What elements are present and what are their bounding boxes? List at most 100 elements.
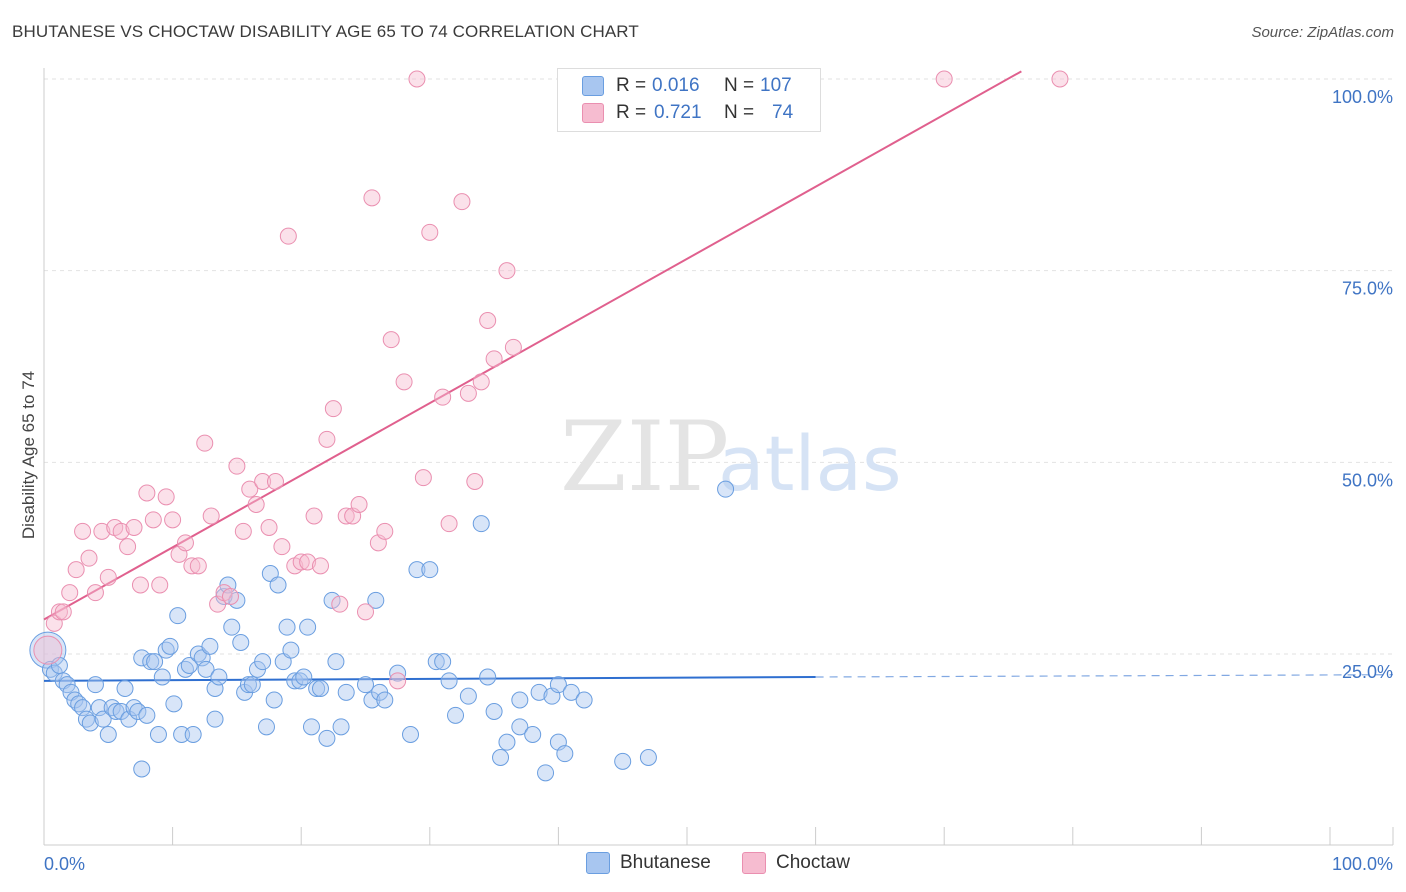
point-bhutanese: [402, 726, 420, 743]
point-bhutanese: [302, 718, 320, 736]
x-tick-label-max: 100.0%: [1332, 854, 1393, 874]
point-choctaw: [408, 70, 426, 88]
point-bhutanese: [282, 641, 300, 659]
point-choctaw: [292, 553, 310, 571]
point-bhutanese: [639, 749, 657, 766]
legend-n-value-choctaw: 74: [772, 102, 794, 123]
bottom-legend-label-choctaw: Choctaw: [776, 852, 850, 873]
point-bhutanese: [562, 683, 580, 701]
point-choctaw: [157, 488, 175, 506]
point-choctaw: [498, 262, 516, 280]
point-bhutanese: [116, 680, 134, 697]
point-choctaw: [189, 557, 207, 575]
point-bhutanese: [146, 653, 164, 671]
point-choctaw: [273, 538, 291, 556]
point-choctaw: [151, 576, 169, 594]
point-bhutanese: [265, 691, 283, 709]
watermark: ZIP atlas: [560, 401, 902, 513]
point-choctaw: [472, 373, 490, 391]
point-bhutanese: [472, 515, 490, 533]
y-tick-label-100: 100.0%: [1332, 87, 1393, 107]
point-bhutanese: [575, 691, 593, 709]
point-bhutanese: [459, 687, 477, 705]
point-bhutanese: [524, 726, 542, 743]
point-choctaw: [33, 635, 63, 665]
bottom-legend-bhutanese: Bhutanese: [586, 850, 711, 876]
y-tick-label-25: 25.0%: [1342, 662, 1393, 682]
point-bhutanese: [537, 764, 555, 782]
point-choctaw: [183, 557, 201, 575]
point-choctaw: [311, 557, 329, 575]
point-bhutanese: [107, 703, 125, 720]
point-choctaw: [93, 522, 111, 540]
point-bhutanese: [269, 576, 287, 594]
point-bhutanese: [295, 668, 313, 686]
point-choctaw: [144, 511, 162, 529]
point-bhutanese: [257, 718, 275, 736]
point-bhutanese: [485, 703, 503, 720]
point-choctaw: [61, 584, 79, 602]
point-bhutanese: [58, 676, 76, 694]
point-bhutanese: [254, 653, 272, 671]
trend-lines: [43, 70, 1394, 682]
point-bhutanese: [142, 653, 160, 671]
point-choctaw: [434, 388, 452, 406]
point-bhutanese: [323, 591, 341, 609]
point-choctaw: [241, 480, 259, 498]
point-bhutanese: [376, 691, 394, 709]
point-choctaw: [331, 595, 349, 613]
point-bhutanese: [197, 660, 215, 678]
point-bhutanese: [180, 657, 198, 674]
legend-r-value-choctaw: 0.721: [654, 102, 702, 123]
point-choctaw: [357, 603, 374, 621]
bottom-legend-label-bhutanese: Bhutanese: [620, 852, 711, 873]
point-choctaw: [324, 400, 342, 418]
series-bhutanese: [29, 480, 735, 782]
point-choctaw: [337, 507, 355, 525]
point-choctaw: [421, 223, 439, 241]
point-choctaw: [67, 561, 85, 579]
point-bhutanese: [161, 637, 179, 655]
point-choctaw: [453, 193, 471, 211]
point-choctaw: [350, 496, 368, 513]
point-bhutanese: [492, 749, 510, 766]
point-choctaw: [80, 549, 98, 567]
point-bhutanese: [479, 668, 497, 686]
point-bhutanese: [239, 676, 257, 694]
point-choctaw: [54, 603, 72, 621]
legend-n-value-bhutanese: 107: [760, 75, 792, 96]
point-choctaw: [260, 519, 278, 536]
point-choctaw: [414, 469, 432, 487]
y-axis-title: Disability Age 65 to 74: [19, 371, 38, 539]
point-choctaw: [196, 434, 214, 452]
point-bhutanese: [169, 607, 187, 625]
point-bhutanese: [337, 683, 355, 701]
point-bhutanese: [311, 680, 329, 697]
gridlines: [44, 78, 1393, 655]
point-choctaw: [376, 522, 394, 540]
point-bhutanese: [447, 706, 465, 724]
point-choctaw: [279, 227, 297, 245]
point-bhutanese: [318, 729, 336, 747]
point-bhutanese: [129, 703, 147, 720]
point-bhutanese: [165, 695, 183, 713]
point-choctaw: [935, 70, 953, 88]
point-choctaw: [382, 331, 400, 349]
point-bhutanese: [99, 726, 117, 743]
bottom-legend-choctaw: Choctaw: [742, 850, 850, 876]
point-choctaw: [363, 189, 381, 207]
data-points: [29, 70, 1069, 782]
point-bhutanese: [232, 634, 250, 651]
legend-n-label: N =: [724, 75, 755, 96]
point-choctaw: [266, 473, 284, 490]
legend-n-label: N =: [724, 102, 755, 123]
bottom-legend-swatch-choctaw: [742, 852, 766, 874]
y-tick-label-50: 50.0%: [1342, 470, 1393, 490]
point-bhutanese: [498, 733, 516, 751]
point-bhutanese: [434, 653, 452, 671]
point-choctaw: [202, 507, 220, 525]
trend-line-bhutanese: [43, 676, 816, 682]
point-bhutanese: [367, 591, 385, 609]
series-choctaw: [33, 70, 1069, 690]
